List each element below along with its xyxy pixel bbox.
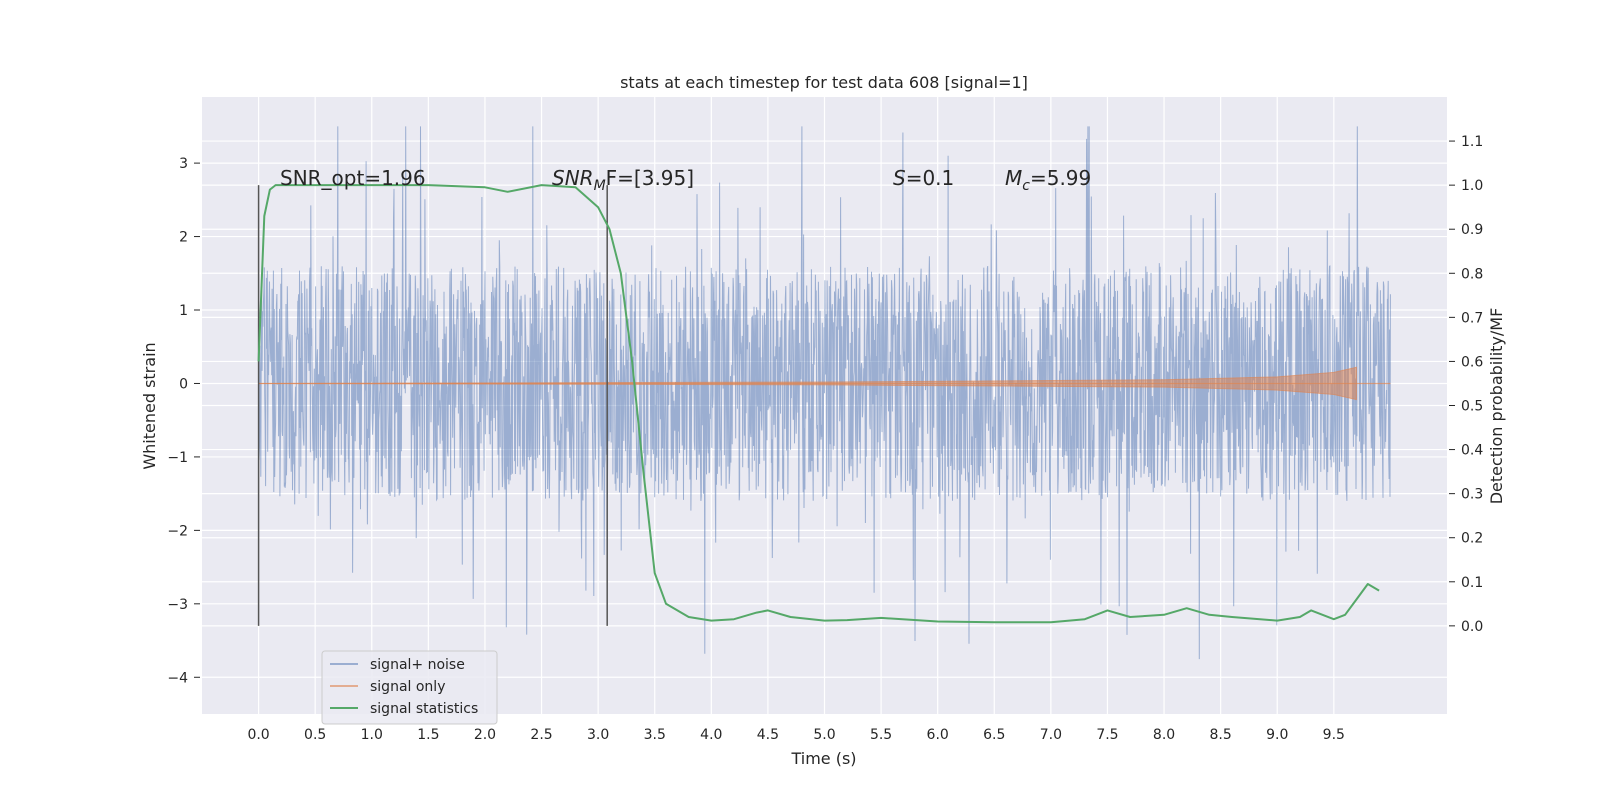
y2-tick-label: 0.2 [1461,531,1483,547]
x-tick-label: 9.5 [1323,727,1345,743]
y2-tick-label: 0.4 [1461,443,1483,459]
y2-tick-label: 0.6 [1461,354,1483,370]
legend-box [321,650,498,725]
y2-tick-label: 0.7 [1461,310,1483,326]
y-tick-label: 1 [179,303,188,319]
x-tick-label: 3.0 [587,727,609,743]
annotation-s-rest: =0.1 [906,166,955,190]
x-axis-label: Time (s) [790,749,856,768]
y-tick-label: −2 [167,523,188,539]
annotation-mc-sub: c [1022,178,1030,194]
annotation-snr-mf-sub: M [594,178,606,194]
annotation-mc-rest: =5.99 [1030,166,1091,190]
y2-tick-label: 0.1 [1461,575,1483,591]
x-tick-label: 8.5 [1210,727,1232,743]
annotation-snr-mf: SNRMF=[3.95] [552,166,694,194]
series-signal-statistics [257,184,1380,624]
x-tick-label: 5.5 [870,727,892,743]
legend: signal+ noise signal only signal statist… [321,650,498,725]
annotation-mc: Mc=5.99 [1005,166,1091,194]
x-tick-label: 7.0 [1040,727,1062,743]
legend-label-signal-noise: signal+ noise [370,657,465,673]
y-tick-label: −1 [167,450,188,466]
x-tick-label: 0.0 [247,727,269,743]
annotation-snr-mf-main: SNR [552,166,594,190]
x-tick-label: 2.5 [530,727,552,743]
chart-title: stats at each timestep for test data 608… [620,73,1028,92]
x-tick-label: 9.0 [1266,727,1288,743]
y2-tick-label: 0.9 [1461,222,1483,238]
y-axis-label: Whitened strain [140,342,159,469]
annotation-snr-mf-rest: F=[3.95] [606,166,694,190]
y2-tick-label: 1.1 [1461,134,1483,150]
legend-label-signal-only: signal only [370,679,445,695]
x-tick-label: 3.5 [644,727,666,743]
x-tick-label: 7.5 [1096,727,1118,743]
x-tick-label: 2.0 [474,727,496,743]
statistics-line [257,184,1380,624]
y-tick-label: −3 [167,597,188,613]
x-tick-label: 1.0 [361,727,383,743]
x-tick-label: 4.5 [757,727,779,743]
signal-only-envelope [258,366,1357,401]
x-tick-label: 4.0 [700,727,722,743]
legend-label-signal-statistics: signal statistics [370,701,478,717]
y-axis-ticks: 3 2 1 0 −1 −2 −3 −4 [167,156,200,686]
x-tick-label: 8.0 [1153,727,1175,743]
y2-tick-label: 1.0 [1461,178,1483,194]
x-tick-label: 1.5 [417,727,439,743]
x-axis-ticks: 0.0 0.5 1.0 1.5 2.0 2.5 3.0 3.5 4.0 4.5 5.0 5.5 6.0 6… [247,727,1344,743]
y-tick-label: −4 [167,670,188,686]
y2-tick-label: 0.8 [1461,266,1483,282]
annotation-s: S=0.1 [893,166,954,190]
annotation-snr-opt: SNR_opt=1.96 [280,166,426,190]
y2-axis-label: Detection probability/MF [1487,308,1506,505]
y2-tick-label: 0.0 [1461,619,1483,635]
x-tick-label: 6.5 [983,727,1005,743]
y2-tick-label: 0.5 [1461,399,1483,415]
y2-axis-ticks: 1.1 1.0 0.9 0.8 0.7 0.6 0.5 0.4 0.3 0.2 0.1 0.0 [1449,134,1483,635]
x-tick-label: 6.0 [927,727,949,743]
x-tick-label: 5.0 [813,727,835,743]
x-tick-label: 0.5 [304,727,326,743]
annotation-s-sym: S [893,166,906,190]
annotation-mc-sym: M [1005,166,1022,190]
series-signal-only [258,366,1391,401]
y-tick-label: 2 [179,230,188,246]
vertical-markers [257,185,608,626]
y-tick-label: 0 [179,376,188,392]
y-tick-label: 3 [179,156,188,172]
y2-tick-label: 0.3 [1461,487,1483,503]
